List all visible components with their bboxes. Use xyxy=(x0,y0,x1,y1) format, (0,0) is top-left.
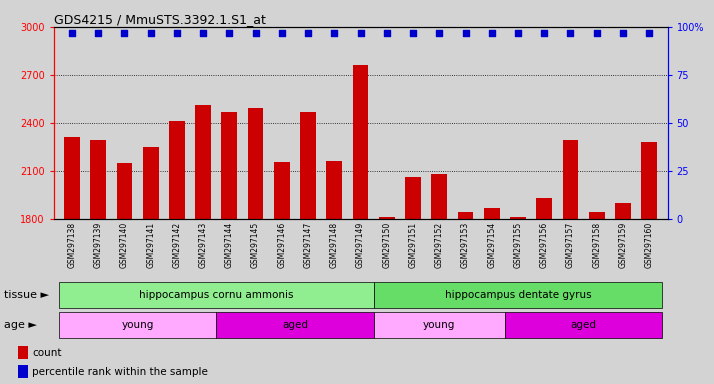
Bar xyxy=(563,141,578,219)
FancyBboxPatch shape xyxy=(505,313,663,338)
Point xyxy=(538,30,550,36)
Bar xyxy=(615,203,631,219)
Text: hippocampus dentate gyrus: hippocampus dentate gyrus xyxy=(445,290,591,300)
Bar xyxy=(169,121,185,219)
Text: young: young xyxy=(423,320,456,331)
Bar xyxy=(589,212,605,219)
FancyBboxPatch shape xyxy=(373,313,505,338)
Bar xyxy=(300,112,316,219)
Point xyxy=(591,30,603,36)
Bar xyxy=(431,174,447,219)
Bar xyxy=(458,212,473,219)
Bar xyxy=(143,147,159,219)
Point xyxy=(355,30,366,36)
Point xyxy=(119,30,130,36)
Point xyxy=(618,30,629,36)
Point xyxy=(643,30,655,36)
Bar xyxy=(221,112,237,219)
Point xyxy=(66,30,78,36)
Point xyxy=(276,30,288,36)
Point xyxy=(328,30,340,36)
Bar xyxy=(379,217,395,219)
Point xyxy=(486,30,498,36)
Point xyxy=(302,30,313,36)
Bar xyxy=(18,365,29,378)
Point xyxy=(513,30,524,36)
Bar xyxy=(64,137,80,219)
FancyBboxPatch shape xyxy=(59,313,216,338)
Point xyxy=(171,30,183,36)
Point xyxy=(250,30,261,36)
Text: percentile rank within the sample: percentile rank within the sample xyxy=(32,367,208,377)
Text: count: count xyxy=(32,348,61,358)
FancyBboxPatch shape xyxy=(216,313,373,338)
Bar xyxy=(353,65,368,219)
Point xyxy=(460,30,471,36)
FancyBboxPatch shape xyxy=(59,282,373,308)
Text: aged: aged xyxy=(282,320,308,331)
FancyBboxPatch shape xyxy=(373,282,663,308)
Bar xyxy=(116,163,132,219)
Bar xyxy=(510,217,526,219)
Bar xyxy=(248,109,263,219)
Text: tissue ►: tissue ► xyxy=(4,290,49,300)
Point xyxy=(223,30,235,36)
Point xyxy=(565,30,576,36)
Point xyxy=(381,30,393,36)
Bar xyxy=(18,346,29,359)
Point xyxy=(408,30,419,36)
Text: young: young xyxy=(121,320,154,331)
Text: hippocampus cornu ammonis: hippocampus cornu ammonis xyxy=(139,290,293,300)
Point xyxy=(197,30,208,36)
Point xyxy=(433,30,445,36)
Point xyxy=(92,30,104,36)
Bar xyxy=(326,161,342,219)
Bar xyxy=(641,142,657,219)
Text: age ►: age ► xyxy=(4,320,36,331)
Bar xyxy=(90,141,106,219)
Bar xyxy=(195,105,211,219)
Text: aged: aged xyxy=(570,320,597,331)
Bar xyxy=(484,208,500,219)
Bar xyxy=(274,162,290,219)
Bar xyxy=(536,198,552,219)
Point xyxy=(145,30,156,36)
Bar xyxy=(405,177,421,219)
Text: GDS4215 / MmuSTS.3392.1.S1_at: GDS4215 / MmuSTS.3392.1.S1_at xyxy=(54,13,266,26)
